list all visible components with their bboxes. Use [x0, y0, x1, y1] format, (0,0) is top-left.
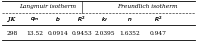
Text: $k_{f}$: $k_{f}$: [101, 15, 108, 24]
Text: 0.9453: 0.9453: [72, 31, 92, 36]
Text: 298: 298: [7, 31, 18, 36]
Text: $b$: $b$: [55, 15, 61, 23]
Text: J.K: J.K: [8, 17, 16, 22]
Text: $k_{f}$: $k_{f}$: [101, 15, 108, 24]
Text: J.K: J.K: [8, 17, 16, 22]
Text: $b$: $b$: [55, 15, 61, 23]
Text: $q_{m}$: $q_{m}$: [30, 15, 39, 23]
Text: $R^{2}$: $R^{2}$: [77, 14, 86, 24]
Text: 1.6352: 1.6352: [119, 31, 140, 36]
Text: $R^{2}$: $R^{2}$: [77, 14, 86, 24]
Text: 13.52: 13.52: [26, 31, 43, 36]
Text: 2.0395: 2.0395: [94, 31, 115, 36]
Text: $R^{2}$: $R^{2}$: [154, 14, 163, 24]
Text: $n$: $n$: [127, 16, 132, 23]
Text: 0.947: 0.947: [150, 31, 166, 36]
Text: Langmuir isotherm: Langmuir isotherm: [19, 4, 76, 9]
Text: 0.0914: 0.0914: [48, 31, 69, 36]
Text: $R^{2}$: $R^{2}$: [154, 14, 163, 24]
Text: $q_{m}$: $q_{m}$: [30, 15, 39, 23]
Text: Freundlich isotherm: Freundlich isotherm: [117, 4, 177, 9]
Text: $n$: $n$: [127, 16, 132, 23]
